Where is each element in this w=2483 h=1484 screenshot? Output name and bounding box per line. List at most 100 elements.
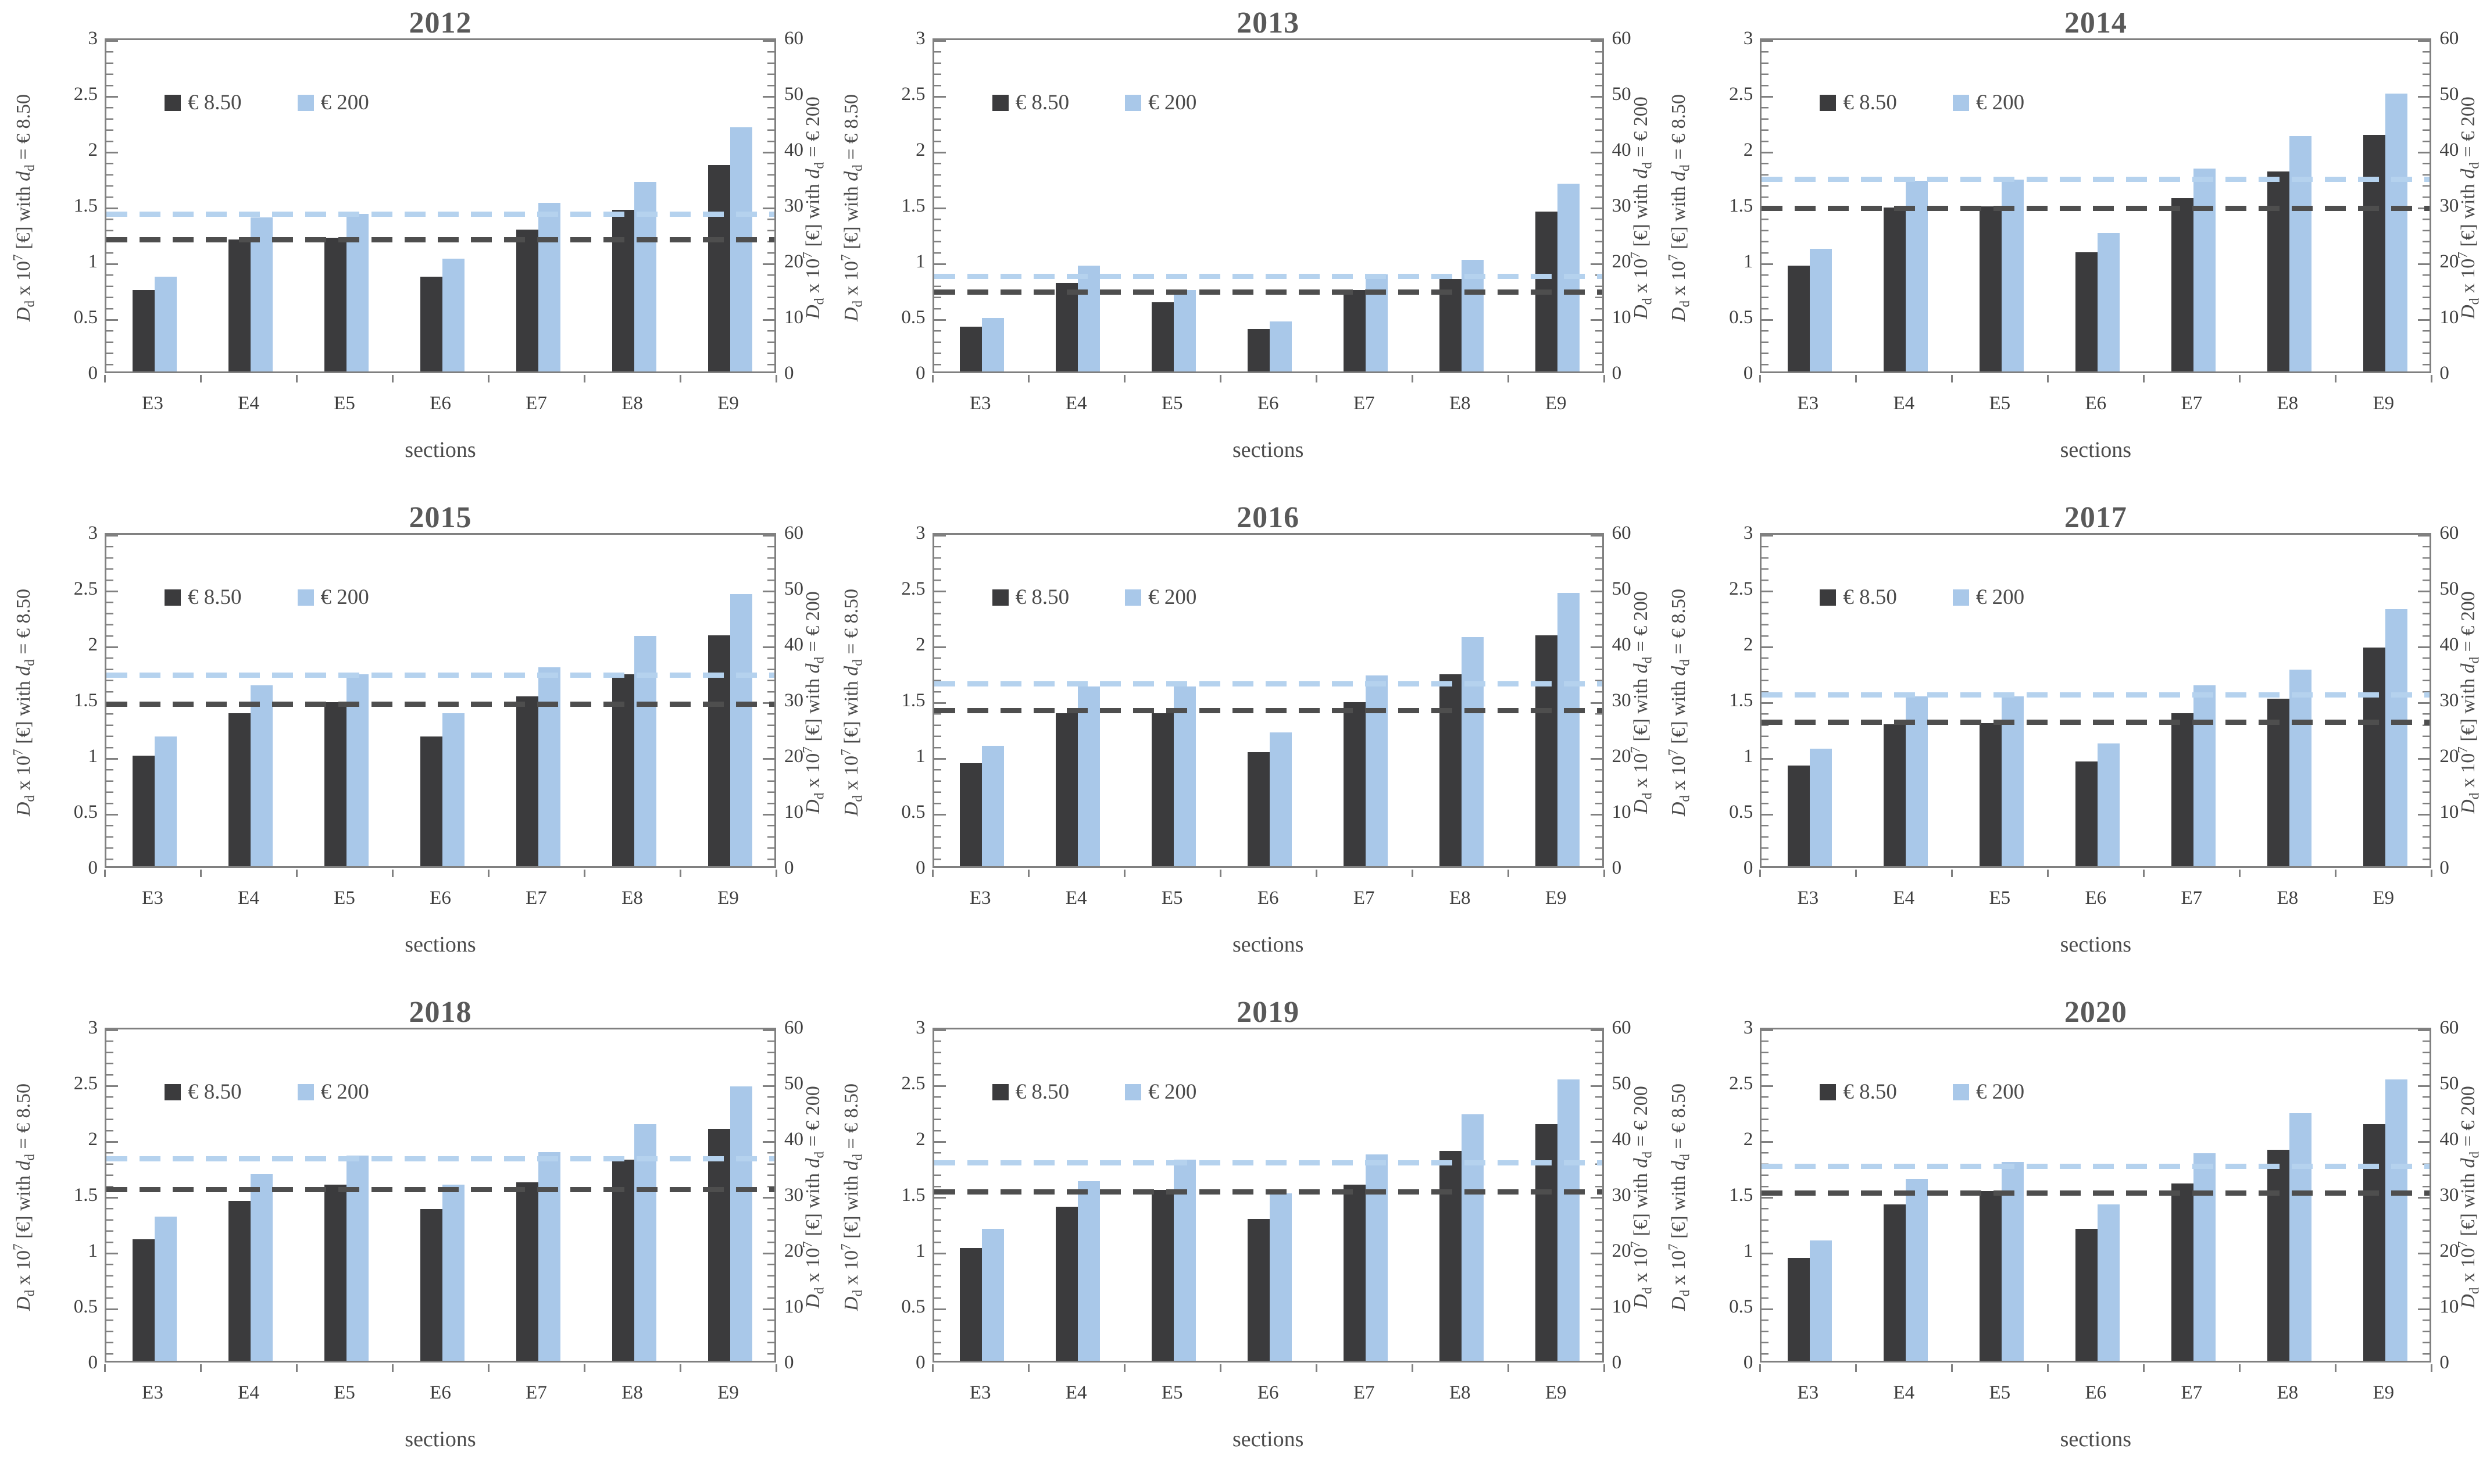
y-axis-right-tick-label: 10 xyxy=(1612,1296,1631,1317)
y-axis-right-tick-label: 60 xyxy=(2439,523,2459,543)
x-axis-tick-mark xyxy=(488,375,490,382)
x-axis-category-label: E4 xyxy=(1893,1382,1915,1403)
y-axis-left-tick-label: 0 xyxy=(88,857,98,878)
x-axis-category-label: E6 xyxy=(2085,1382,2107,1403)
y-axis-right-tick-label: 30 xyxy=(2439,195,2459,216)
x-axis-tick-mark xyxy=(200,870,202,877)
y-axis-left-tick-label: 2 xyxy=(1743,1129,1753,1150)
legend-label: € 8.50 xyxy=(1843,91,1897,115)
x-axis-tick-mark xyxy=(1411,1364,1413,1372)
left-axis-major-ticks xyxy=(106,40,118,371)
x-axis-category-label: E9 xyxy=(2373,1382,2395,1403)
y-axis-right-tick-label: 20 xyxy=(1612,251,1631,272)
right-axis-major-ticks xyxy=(2418,535,2430,866)
bar-blue xyxy=(154,276,177,371)
legend-label: € 200 xyxy=(320,91,369,115)
x-axis-category-label: E9 xyxy=(1545,393,1567,414)
legend-label: € 200 xyxy=(1148,91,1197,115)
x-axis-tick-mark xyxy=(200,1364,202,1372)
plot-area: € 8.50 € 200 xyxy=(932,1028,1604,1363)
x-axis-category-label: E7 xyxy=(1353,888,1375,909)
x-axis-tick-mark xyxy=(680,375,681,382)
y-axis-right-tick-label: 50 xyxy=(2439,578,2459,599)
legend-swatch-blue xyxy=(297,94,314,111)
bar-dark xyxy=(2363,1124,2385,1361)
x-axis-label: sections xyxy=(405,1427,476,1451)
x-axis-tick-mark xyxy=(1603,1364,1605,1372)
x-axis-tick-marks xyxy=(104,870,778,878)
x-axis-category-label: E6 xyxy=(2085,888,2107,909)
legend-swatch-blue xyxy=(1125,94,1142,111)
y-axis-left-tick-label: 3 xyxy=(1743,1017,1753,1038)
bar-blue xyxy=(538,1152,560,1361)
bar-blue xyxy=(442,713,465,866)
x-axis-tick-mark xyxy=(931,375,934,382)
bar-dark xyxy=(1883,207,1906,371)
y-axis-right-tick-label: 10 xyxy=(784,307,803,328)
bar-blue xyxy=(2289,670,2311,866)
bar-dark xyxy=(2267,1150,2289,1361)
x-axis-tick-mark xyxy=(1123,1364,1126,1372)
left-axis-major-ticks xyxy=(106,1029,118,1361)
x-axis-tick-mark xyxy=(1759,375,1762,382)
x-axis-category-label: E6 xyxy=(1257,888,1279,909)
bar-blue xyxy=(982,317,1005,371)
y-axis-right-tick-label: 40 xyxy=(784,140,803,160)
legend-swatch-dark xyxy=(1820,1084,1837,1100)
bar-dark xyxy=(228,1201,251,1361)
y-axis-left-tick-label: 2.5 xyxy=(901,84,926,105)
y-axis-left-tick-label: 2.5 xyxy=(1729,1073,1753,1094)
legend-label: € 200 xyxy=(320,1080,369,1104)
bar-dark xyxy=(1439,1151,1462,1361)
y-axis-left-tick-label: 1.5 xyxy=(901,1185,926,1206)
legend-label: € 200 xyxy=(1975,1080,2025,1104)
y-axis-right-tick-label: 10 xyxy=(2439,307,2459,328)
legend-item-blue: € 200 xyxy=(297,1079,369,1104)
left-axis-major-ticks xyxy=(106,535,118,866)
y-axis-left-tick-label: 1 xyxy=(1743,746,1753,767)
plot-area: € 8.50 € 200 xyxy=(1760,533,2432,868)
mean-line-blue xyxy=(106,211,774,217)
bar-dark xyxy=(516,1182,538,1361)
bar-blue xyxy=(154,736,177,866)
legend-label: € 200 xyxy=(320,585,369,609)
x-axis-tick-mark xyxy=(1759,1364,1762,1372)
bar-dark xyxy=(1979,206,2002,371)
y-axis-left-tick-label: 1 xyxy=(916,746,926,767)
bar-dark xyxy=(1056,283,1078,371)
legend-item-blue: € 200 xyxy=(1125,90,1196,115)
x-axis-category-label: E7 xyxy=(526,1382,547,1403)
x-axis-category-label: E7 xyxy=(1353,393,1375,414)
y-axis-left-tick-label: 2 xyxy=(88,140,98,160)
bar-blue xyxy=(250,217,273,371)
bar-blue xyxy=(1905,1179,1928,1361)
y-axis-right-tick-label: 50 xyxy=(784,84,803,105)
bar-dark xyxy=(132,755,155,866)
legend-swatch-blue xyxy=(297,589,314,606)
y-axis-left-tick-label: 2.5 xyxy=(901,578,926,599)
bar-blue xyxy=(1270,1193,1292,1361)
y-axis-right-tick-label: 50 xyxy=(2439,1073,2459,1094)
x-axis-tick-mark xyxy=(2239,375,2241,382)
mean-line-blue xyxy=(1762,692,2430,698)
y-axis-right-tick-label: 0 xyxy=(784,1352,794,1373)
bar-dark xyxy=(1787,766,1810,866)
legend-label: € 8.50 xyxy=(188,1080,242,1104)
y-axis-right-tick-label: 50 xyxy=(1612,84,1631,105)
x-axis-tick-mark xyxy=(680,870,681,877)
x-axis-tick-mark xyxy=(1951,375,1953,382)
bar-dark xyxy=(228,713,251,866)
bar-blue xyxy=(250,1174,273,1361)
y-axis-right-tick-label: 20 xyxy=(784,1240,803,1261)
x-axis-category-label: E8 xyxy=(621,393,643,414)
x-axis-tick-mark xyxy=(488,870,490,877)
y-axis-left-tick-label: 2.5 xyxy=(1729,84,1753,105)
x-axis-tick-mark xyxy=(1507,375,1509,382)
legend-item-blue: € 200 xyxy=(297,90,369,115)
bar-dark xyxy=(1152,713,1174,866)
y-axis-right-tick-label: 0 xyxy=(2439,363,2449,384)
bar-blue xyxy=(2289,1113,2311,1361)
bar-blue xyxy=(634,181,656,371)
x-axis-tick-mark xyxy=(1411,375,1413,382)
x-axis-category-label: E7 xyxy=(2181,393,2203,414)
